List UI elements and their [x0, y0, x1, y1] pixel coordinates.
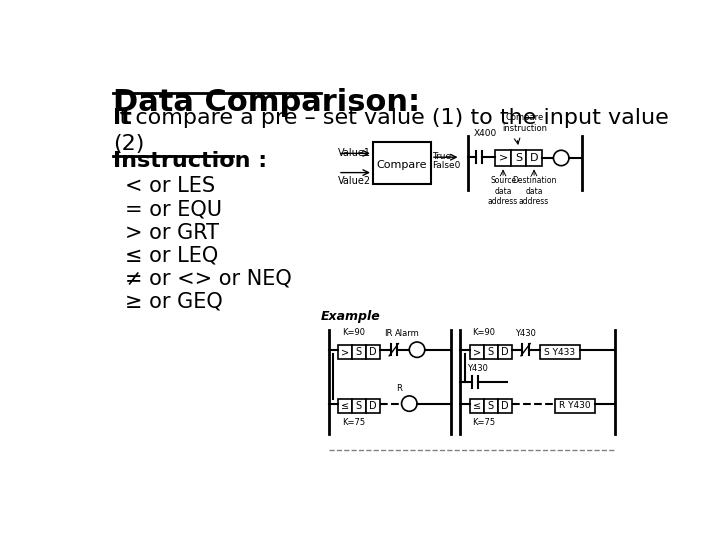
Text: IR: IR — [384, 329, 393, 338]
Text: Instruction :: Instruction : — [113, 151, 267, 171]
Text: Data Comparison:: Data Comparison: — [113, 88, 420, 117]
Text: K=75: K=75 — [472, 418, 495, 427]
Bar — [338, 399, 352, 413]
Text: D: D — [501, 347, 508, 357]
Text: S: S — [515, 153, 522, 163]
Text: >: > — [472, 347, 481, 357]
Circle shape — [409, 342, 425, 357]
Text: ≤: ≤ — [341, 401, 349, 411]
Text: Value1: Value1 — [338, 148, 371, 158]
Text: Value2: Value2 — [338, 176, 371, 186]
Text: ≥ or GEQ: ≥ or GEQ — [125, 292, 222, 312]
Text: It: It — [113, 108, 132, 128]
Text: Example: Example — [321, 309, 381, 323]
Bar — [526, 150, 542, 166]
Text: > or GRT: > or GRT — [125, 222, 219, 242]
Bar — [366, 345, 380, 359]
Text: Source
data
address: Source data address — [488, 177, 518, 206]
Text: X400: X400 — [474, 129, 497, 138]
Text: S: S — [487, 401, 494, 411]
Text: True: True — [433, 152, 451, 161]
Text: (2): (2) — [113, 134, 145, 154]
Text: Y430: Y430 — [515, 329, 536, 338]
Text: K=90: K=90 — [472, 328, 495, 338]
Text: S: S — [356, 347, 362, 357]
Text: Y430: Y430 — [467, 364, 487, 373]
Bar — [484, 345, 498, 359]
Text: Destination
data
address: Destination data address — [512, 177, 557, 206]
Text: < or LES: < or LES — [125, 177, 215, 197]
Bar — [484, 399, 498, 413]
Bar — [510, 150, 526, 166]
Text: ≤ or LEQ: ≤ or LEQ — [125, 246, 218, 266]
Text: D: D — [530, 153, 539, 163]
Text: Compare
instruction: Compare instruction — [503, 113, 547, 132]
Bar — [373, 142, 431, 184]
Bar — [555, 399, 595, 413]
Text: D: D — [501, 401, 508, 411]
Bar — [469, 399, 484, 413]
Text: S: S — [487, 347, 494, 357]
Circle shape — [554, 150, 569, 166]
Text: >: > — [498, 153, 508, 163]
Text: >: > — [341, 347, 349, 357]
Text: Compare: Compare — [377, 159, 427, 170]
Bar — [498, 345, 512, 359]
Bar — [498, 399, 512, 413]
Bar — [539, 345, 580, 359]
Text: K=90: K=90 — [342, 328, 365, 338]
Circle shape — [402, 396, 417, 411]
Text: R: R — [396, 384, 402, 393]
Bar — [352, 345, 366, 359]
Bar — [366, 399, 380, 413]
Text: R Y430: R Y430 — [559, 401, 591, 410]
Bar — [352, 399, 366, 413]
Bar — [495, 150, 510, 166]
Text: D: D — [369, 347, 377, 357]
Text: D: D — [369, 401, 377, 411]
Text: False0: False0 — [433, 161, 461, 170]
Text: ≤: ≤ — [472, 401, 481, 411]
Text: It compare a pre – set value (1) to the input value: It compare a pre – set value (1) to the … — [113, 108, 669, 128]
Text: S Y433: S Y433 — [544, 348, 575, 356]
Bar — [338, 345, 352, 359]
Text: K=75: K=75 — [342, 418, 365, 427]
Text: Alarm: Alarm — [395, 329, 419, 338]
Text: S: S — [356, 401, 362, 411]
Bar — [469, 345, 484, 359]
Text: = or EQU: = or EQU — [125, 200, 222, 220]
Text: ≠ or <> or NEQ: ≠ or <> or NEQ — [125, 269, 292, 289]
